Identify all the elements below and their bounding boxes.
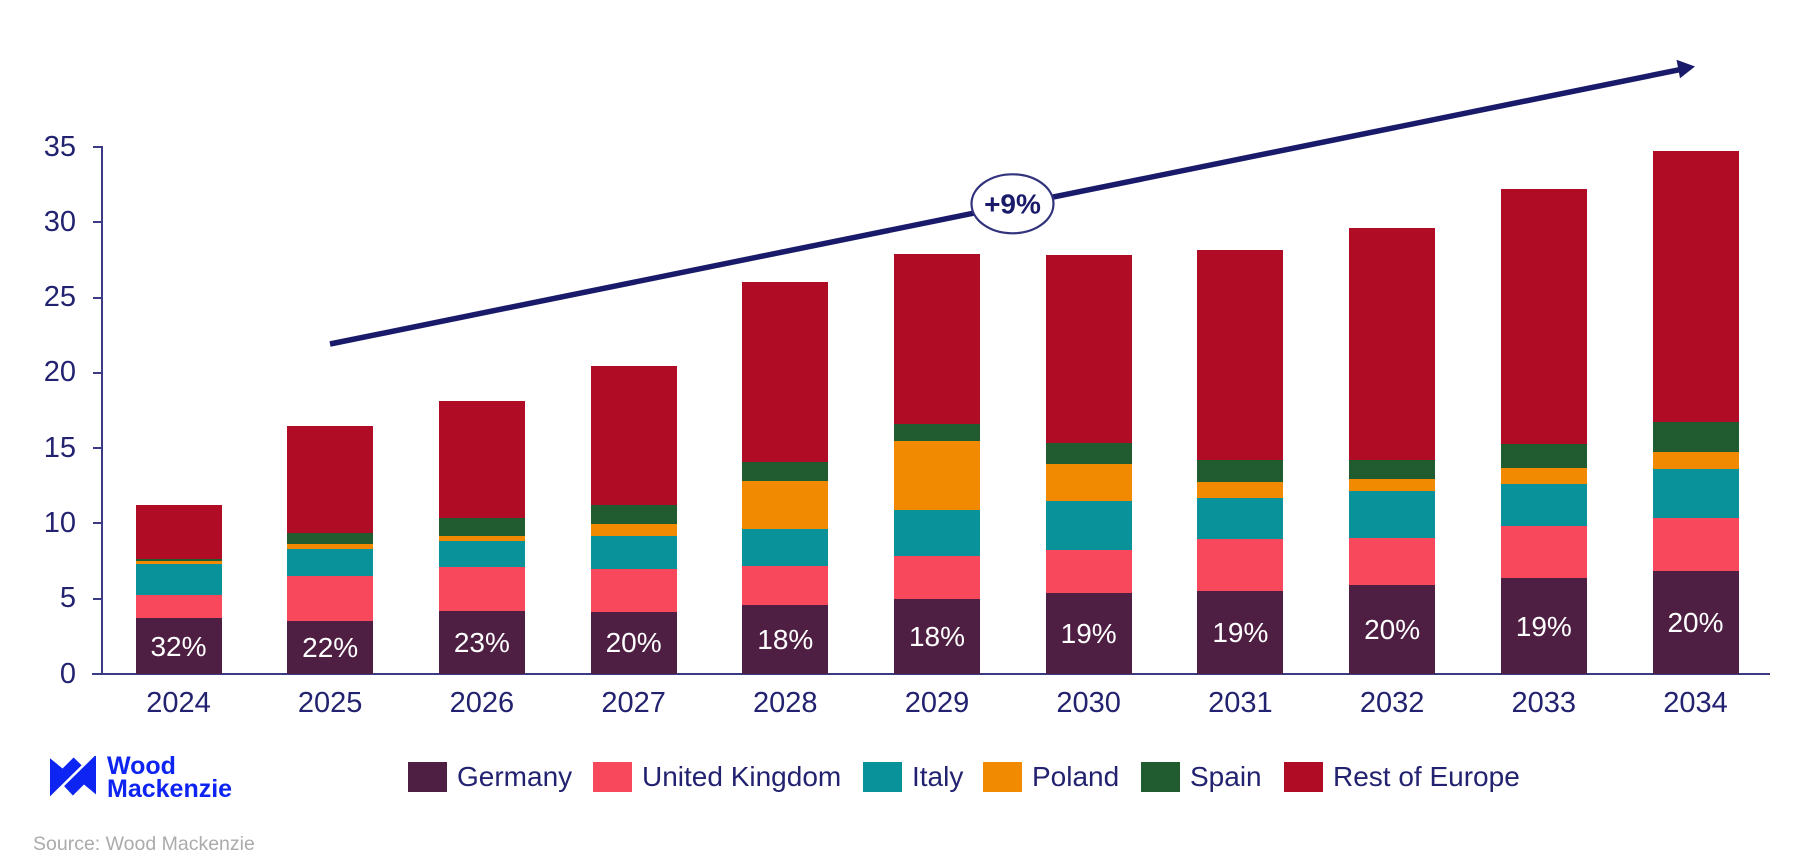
svg-text:+9%: +9% [984, 189, 1041, 220]
